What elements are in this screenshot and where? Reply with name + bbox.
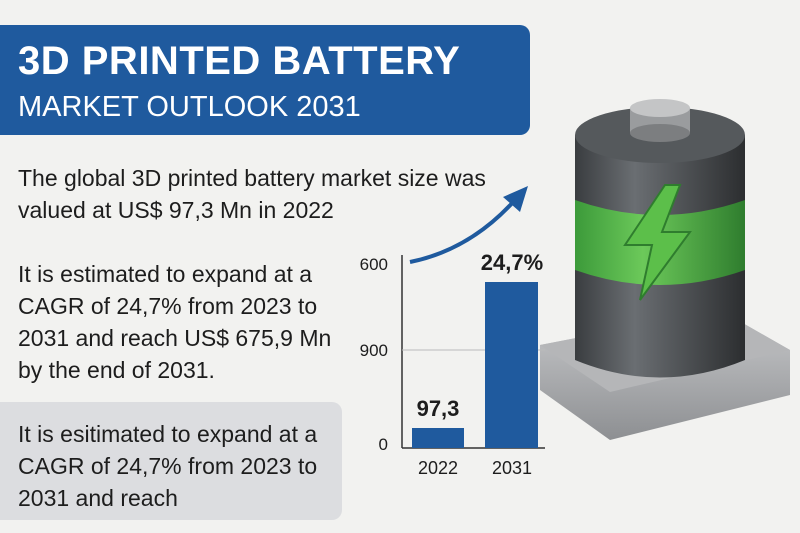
axis-label: 600 — [360, 255, 388, 274]
bar-label: 24,7% — [481, 250, 543, 275]
battery-illustration — [540, 99, 790, 440]
highlight-text: It is esitimated to expand at a CAGR of … — [18, 421, 318, 511]
header: 3D PRINTED BATTERY MARKET OUTLOOK 2031 — [0, 25, 530, 135]
bar — [412, 428, 464, 448]
bar-label: 97,3 — [417, 396, 460, 421]
axis-label: 0 — [379, 435, 388, 454]
paragraph: It is estimated to expand at a CAGR of 2… — [18, 261, 332, 383]
arrow-head — [503, 186, 528, 212]
bar — [485, 282, 538, 448]
title: 3D PRINTED BATTERY — [18, 39, 461, 83]
paragraph: The global 3D printed battery market siz… — [18, 165, 486, 223]
category-label: 2022 — [418, 458, 458, 478]
category-label: 2031 — [492, 458, 532, 478]
subtitle: MARKET OUTLOOK 2031 — [18, 91, 361, 123]
growth-arrow — [409, 198, 517, 264]
axis-label: 900 — [360, 341, 388, 360]
highlight-box — [0, 402, 342, 520]
